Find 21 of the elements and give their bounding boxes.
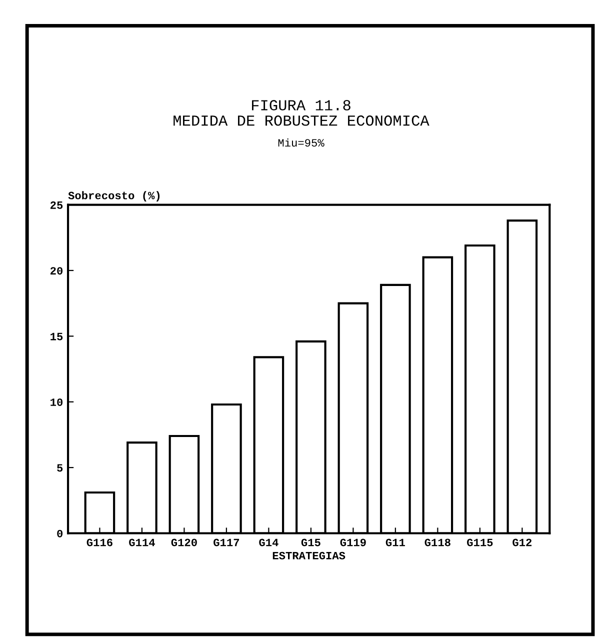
- y-tick-label: 5: [57, 464, 63, 472]
- x-tick-label: G14: [259, 538, 278, 546]
- y-tick-label: 25: [50, 201, 63, 209]
- x-tick-label: G15: [301, 538, 320, 546]
- y-tick-label: 0: [57, 530, 63, 538]
- y-tick-label: 15: [50, 332, 63, 340]
- x-tick-label: G11: [386, 538, 405, 546]
- x-tick-label: G118: [424, 538, 450, 546]
- x-axis-title: ESTRATEGIAS: [272, 552, 346, 560]
- x-tick-label: G120: [171, 538, 197, 546]
- x-tick-label: G117: [214, 538, 240, 546]
- y-tick-label: 20: [50, 267, 63, 275]
- x-tick-label: G114: [129, 538, 155, 546]
- x-tick-label: G119: [340, 538, 366, 546]
- chart-subtitle: Miu=95%: [278, 138, 324, 147]
- x-tick-label: G12: [512, 538, 532, 546]
- y-axis-title: Sobrecosto (%): [68, 191, 160, 202]
- chart-title: FIGURA 11.8 MEDIDA DE ROBUSTEZ ECONOMICA: [174, 100, 430, 126]
- y-tick-label: 10: [50, 398, 63, 406]
- x-tick-label: G115: [467, 538, 493, 546]
- x-tick-label: G116: [86, 538, 112, 546]
